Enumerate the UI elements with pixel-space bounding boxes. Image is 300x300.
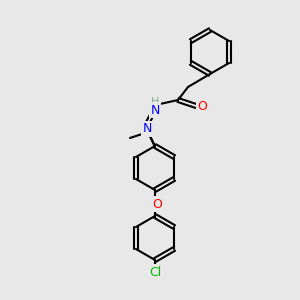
- Text: N: N: [142, 122, 152, 136]
- Text: O: O: [197, 100, 207, 112]
- Text: H: H: [151, 97, 159, 107]
- Text: Cl: Cl: [149, 266, 161, 278]
- Text: O: O: [152, 197, 162, 211]
- Text: N: N: [150, 103, 160, 116]
